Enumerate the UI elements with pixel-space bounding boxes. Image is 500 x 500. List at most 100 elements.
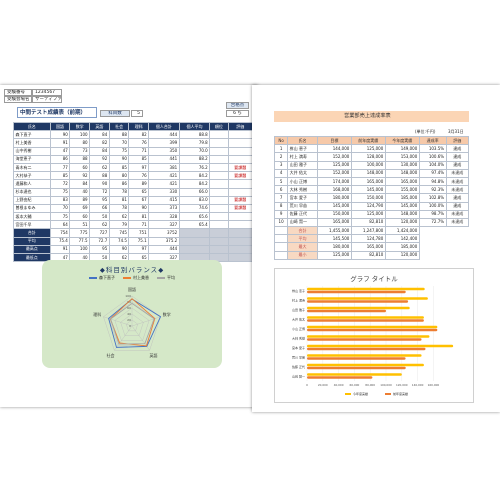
score-cell[interactable] [209,171,229,181]
sales-cell[interactable]: 達成 [445,193,470,203]
score-cell[interactable]: 92 [89,154,110,164]
sales-cell[interactable]: 98.7% [418,209,447,219]
sales-cell[interactable]: 97.4% [418,168,447,178]
sales-cell[interactable]: 180,000 [316,193,352,203]
score-cell[interactable]: 要課題 [227,203,254,214]
score-cell[interactable]: 100 [69,130,91,140]
score-cell[interactable]: 91 [49,138,71,148]
score-cell[interactable] [227,146,254,156]
score-cell[interactable]: 399 [148,138,180,148]
sales-cell[interactable]: 9 [273,209,289,219]
sales-cell[interactable]: 3 [273,160,289,170]
score-cell[interactable]: 62 [89,162,110,173]
sales-cell[interactable]: 120,000 [384,217,420,228]
score-cell[interactable]: 88.8 [178,130,211,140]
score-cell[interactable]: 72 [89,187,110,197]
score-cell[interactable]: 89 [128,179,150,189]
sales-cell[interactable]: 10 [273,217,289,228]
score-cell[interactable]: 83 [49,195,71,205]
score-cell[interactable]: 373 [148,203,180,214]
sales-cell[interactable]: 未達成 [445,209,470,219]
score-cell[interactable]: 330 [148,187,180,197]
score-cell[interactable]: 75 [49,212,71,222]
score-cell[interactable]: 82 [89,138,110,148]
score-cell[interactable] [209,203,229,214]
sales-cell[interactable]: 144,000 [316,144,352,154]
score-cell[interactable]: 79 [108,220,130,230]
sales-cell[interactable]: 小山 正博 [287,176,318,187]
score-cell[interactable]: 66 [89,203,110,214]
sales-cell[interactable]: 155,000 [384,185,420,195]
score-cell[interactable]: 71 [128,220,150,230]
score-cell[interactable]: 80 [69,138,91,148]
score-cell[interactable]: 88 [69,154,91,164]
score-cell[interactable]: 328 [148,212,180,222]
sales-cell[interactable]: 128,000 [350,152,386,162]
sales-cell[interactable]: 102.8% [418,193,447,203]
score-cell[interactable]: 73 [69,146,91,156]
score-cell[interactable]: 444 [148,130,180,140]
score-cell[interactable]: 84.2 [178,179,211,189]
sales-cell[interactable]: 152,000 [316,168,352,178]
score-cell[interactable] [227,187,254,197]
score-cell[interactable]: 80 [108,171,130,181]
sales-cell[interactable]: 達成 [445,144,470,154]
sales-cell[interactable]: 未達成 [445,217,470,228]
score-cell[interactable]: 78 [108,203,130,214]
score-cell[interactable]: 88 [108,130,130,140]
score-cell[interactable]: 89 [69,195,91,205]
sales-cell[interactable]: 130,000 [384,160,420,170]
sales-cell[interactable]: 桝山 恵子 [287,144,318,154]
score-cell[interactable]: 82 [128,130,150,140]
score-cell[interactable]: 70 [108,138,130,148]
sales-cell[interactable]: 165,000 [350,176,386,187]
score-cell[interactable] [227,130,254,140]
score-cell[interactable]: 85 [128,154,150,164]
score-cell[interactable]: 81 [128,212,150,222]
score-cell[interactable]: 75 [49,187,71,197]
sales-cell[interactable]: 92.3% [418,185,447,195]
score-cell[interactable]: 76 [128,138,150,148]
score-cell[interactable] [209,138,229,148]
score-cell[interactable]: 75 [108,146,130,156]
score-cell[interactable]: 76 [128,171,150,181]
score-cell[interactable]: 97 [128,162,150,173]
sales-cell[interactable]: 124,790 [350,201,386,211]
sales-cell[interactable]: 150,000 [350,193,386,203]
sales-cell[interactable]: 達成 [445,160,470,170]
sales-cell[interactable]: 未達成 [445,185,470,195]
sales-cell[interactable]: 125,000 [350,209,386,219]
score-cell[interactable]: 65.6 [178,212,211,222]
score-cell[interactable]: 40 [69,187,91,197]
sales-cell[interactable]: 148,000 [350,168,386,178]
sales-cell[interactable]: 2 [273,152,289,162]
score-cell[interactable]: 66.0 [178,187,211,197]
sales-cell[interactable]: 荒川 早苗 [287,201,318,211]
sales-cell[interactable]: 148,000 [384,168,420,178]
sales-cell[interactable]: 174,000 [316,176,352,187]
sales-cell[interactable]: 153,000 [384,152,420,162]
sales-cell[interactable]: 村上 満寿 [287,152,318,162]
score-cell[interactable]: 62 [89,220,110,230]
score-cell[interactable] [209,220,229,230]
sales-cell[interactable]: 100.6% [418,152,447,162]
sales-cell[interactable]: 148,000 [384,209,420,219]
score-cell[interactable] [209,162,229,173]
sales-cell[interactable]: 4 [273,168,289,178]
score-cell[interactable]: 77 [49,162,71,173]
score-cell[interactable]: 72 [49,179,71,189]
sales-cell[interactable]: 104.0% [418,160,447,170]
score-cell[interactable]: 84 [89,130,110,140]
sales-cell[interactable]: 149,000 [384,144,420,154]
sales-cell[interactable]: 145,000 [384,201,420,211]
score-cell[interactable]: 95 [89,195,110,205]
score-cell[interactable]: 76.2 [178,162,211,173]
score-cell[interactable]: 60 [69,162,91,173]
sales-cell[interactable]: 8 [273,201,289,211]
score-cell[interactable]: 84.2 [178,171,211,181]
score-cell[interactable]: 79.8 [178,138,211,148]
score-cell[interactable]: 70.0 [178,146,211,156]
score-cell[interactable] [227,220,254,230]
info-value[interactable]: サーティファイ [32,96,62,103]
score-cell[interactable]: 85 [108,162,130,173]
